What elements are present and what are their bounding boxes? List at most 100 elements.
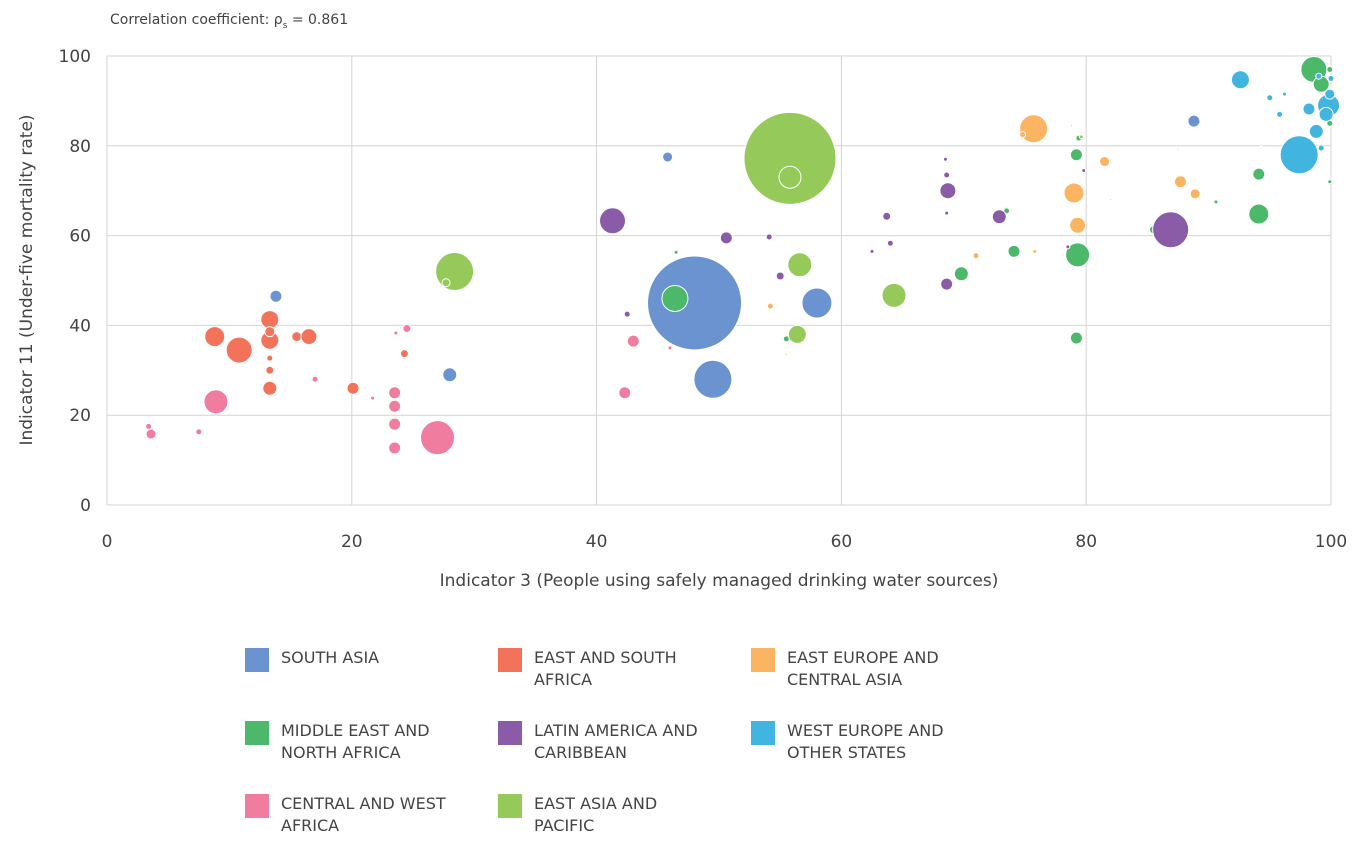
legend-swatch [498, 648, 522, 672]
bubble [939, 182, 957, 200]
annotation-prefix: Correlation coefficient: ρ [110, 12, 283, 28]
bubble [388, 417, 402, 431]
legend-item: EAST EUROPE AND CENTRAL ASIA [751, 648, 1004, 721]
bubble [266, 354, 274, 362]
legend-label: EAST AND SOUTH AFRICA [534, 648, 677, 689]
bubble [661, 284, 689, 312]
bubble [991, 209, 1007, 225]
bubble [1007, 244, 1021, 258]
bubble [1326, 65, 1334, 73]
legend-swatch [498, 721, 522, 745]
bubble [1230, 70, 1250, 90]
y-axis-label: Indicator 11 (Under-five mortality rate) [17, 114, 37, 445]
bubble [886, 239, 894, 247]
legend-item: SOUTH ASIA [245, 648, 498, 721]
legend-swatch [245, 794, 269, 818]
legend-swatch [245, 648, 269, 672]
bubble [778, 165, 802, 189]
bubble [869, 248, 875, 254]
annotation: Correlation coefficient: ρs = 0.861 [110, 12, 348, 31]
bubble [940, 277, 954, 291]
bubble [265, 365, 275, 375]
bubble [1152, 211, 1190, 249]
bubble [262, 380, 278, 396]
bubble [204, 326, 226, 348]
legend-label: EAST EUROPE AND CENTRAL ASIA [787, 648, 939, 689]
bubble [346, 381, 360, 395]
bubble [1189, 188, 1201, 200]
bubble [787, 252, 813, 278]
x-tick-label: 40 [586, 532, 608, 552]
bubble [388, 441, 402, 455]
bubble [953, 266, 969, 282]
legend-swatch [498, 794, 522, 818]
bubble [1070, 124, 1074, 128]
x-axis-label: Indicator 3 (People using safely managed… [440, 571, 999, 591]
bubble [765, 233, 773, 241]
y-tick-label: 0 [80, 496, 91, 516]
legend-label: MIDDLE EAST AND NORTH AFRICA [281, 721, 430, 762]
bubble [203, 389, 229, 415]
bubble [442, 367, 458, 383]
bubble [311, 375, 319, 383]
y-tick-label: 20 [69, 406, 91, 426]
y-tick-label: 40 [69, 316, 91, 336]
legend-item: MIDDLE EAST AND NORTH AFRICA [245, 721, 498, 794]
legend-label: LATIN AMERICA AND CARIBBEAN [534, 721, 698, 762]
bubble [1063, 182, 1085, 204]
bubble [393, 330, 399, 336]
bubble [399, 349, 409, 359]
bubble [881, 282, 907, 308]
bubble [1266, 94, 1274, 102]
bubble [291, 331, 303, 343]
bubble [1081, 167, 1087, 173]
bubble [1065, 242, 1091, 268]
bubble [623, 310, 631, 318]
bubble [225, 336, 253, 364]
bubble [1317, 144, 1325, 152]
bubble [1069, 216, 1087, 234]
bubble [743, 111, 837, 205]
bubble [1279, 135, 1319, 175]
legend-item: CENTRAL AND WEST AFRICA [245, 794, 498, 867]
bubble [1308, 123, 1324, 139]
bubble [1176, 147, 1180, 151]
annotation-suffix: = 0.861 [287, 12, 348, 28]
legend-swatch [245, 721, 269, 745]
bubble [260, 310, 280, 330]
bubble [435, 252, 475, 292]
bubble [388, 399, 402, 413]
bubble [1032, 248, 1038, 254]
y-tick-label: 80 [69, 137, 91, 157]
bubble [787, 324, 807, 344]
legend-label: SOUTH ASIA [281, 648, 380, 667]
bubble [647, 255, 743, 351]
y-tick-label: 100 [59, 47, 91, 67]
bubble [1324, 88, 1336, 100]
bubble [775, 271, 785, 281]
bubble [402, 324, 412, 334]
bubble [441, 278, 451, 288]
legend-label: EAST ASIA AND PACIFIC [534, 794, 658, 835]
bubble [1173, 175, 1187, 189]
x-tick-label: 60 [831, 532, 853, 552]
legend-item: LATIN AMERICA AND CARIBBEAN [498, 721, 751, 794]
bubble [388, 386, 402, 400]
bubble [1078, 134, 1084, 140]
bubble [1213, 199, 1219, 205]
bubble [1327, 74, 1335, 82]
bubble [1099, 156, 1111, 168]
bubble [1069, 331, 1083, 345]
bubble [419, 420, 455, 456]
legend-item: WEST EUROPE AND OTHER STATES [751, 721, 1004, 794]
bubble [667, 345, 673, 351]
legend-label: CENTRAL AND WEST AFRICA [281, 794, 446, 835]
y-tick-label: 60 [69, 227, 91, 247]
bubble [944, 210, 950, 216]
page: {"chart_data": {"type": "bubble", "annot… [17, 12, 1348, 835]
bubble [882, 211, 892, 221]
bubble [1019, 131, 1027, 139]
bubble [195, 428, 203, 436]
bubble [626, 334, 640, 348]
bubble [1252, 167, 1266, 181]
